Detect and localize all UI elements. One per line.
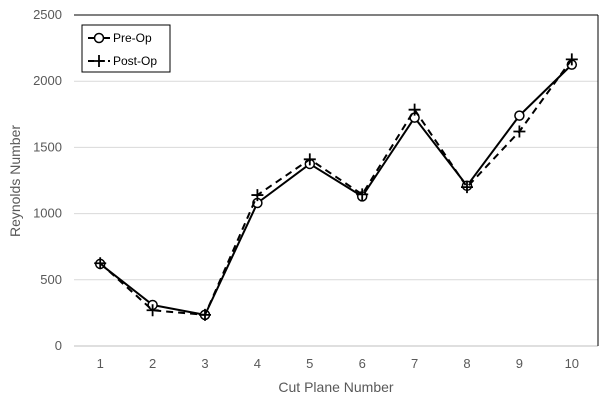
series-line-pre-op	[99, 63, 573, 316]
data-point-post-op-4	[251, 189, 264, 202]
gridlines	[74, 14, 598, 281]
data-point-post-op-7	[408, 103, 421, 116]
x-tick-label-1: 1	[97, 356, 104, 371]
legend-pre-op-label: Pre-Op	[113, 31, 152, 45]
y-axis-title: Reynolds Number	[7, 125, 23, 237]
x-axis-title: Cut Plane Number	[278, 379, 394, 395]
data-point-post-op-3	[199, 308, 211, 321]
x-tick-label-10: 10	[565, 356, 579, 371]
x-tick-label-3: 3	[201, 356, 208, 371]
x-tick-label-2: 2	[149, 356, 156, 371]
y-tick-label-1000: 1000	[33, 206, 62, 221]
x-tick-label-5: 5	[306, 356, 313, 371]
series-layer	[94, 53, 578, 321]
legend-box	[81, 24, 171, 73]
x-tick-label-7: 7	[411, 356, 418, 371]
x-tick-label-9: 9	[516, 356, 523, 371]
axes	[74, 14, 599, 347]
data-point-post-op-6	[356, 188, 369, 201]
y-tick-label-500: 500	[40, 272, 62, 287]
x-tick-label-4: 4	[254, 356, 261, 371]
legend-post-op-marker	[93, 55, 105, 67]
data-point-post-op-10	[565, 53, 578, 66]
y-tick-label-1500: 1500	[33, 139, 62, 154]
series-line-post-op	[99, 58, 573, 316]
data-point-post-op-8	[461, 181, 473, 194]
x-tick-label-8: 8	[463, 356, 470, 371]
data-point-post-op-1	[94, 257, 107, 270]
data-point-post-op-5	[303, 153, 316, 166]
y-tick-label-0: 0	[55, 338, 62, 353]
y-tick-label-2000: 2000	[33, 73, 62, 88]
data-point-post-op-2	[146, 304, 159, 317]
x-tick-label-6: 6	[359, 356, 366, 371]
y-tick-labels: 0 500 1000 1500 2000 2500	[33, 7, 62, 353]
legend-pre-op-marker	[93, 32, 105, 44]
x-tick-labels: 1 2 3 4 5 6 7 8 9 10	[97, 356, 579, 371]
data-point-post-op-9	[513, 125, 526, 138]
data-point-pre-op-9	[514, 110, 525, 121]
legend: Pre-Op Post-Op	[81, 24, 171, 73]
legend-post-op-label: Post-Op	[113, 54, 157, 68]
y-tick-label-2500: 2500	[33, 7, 62, 22]
